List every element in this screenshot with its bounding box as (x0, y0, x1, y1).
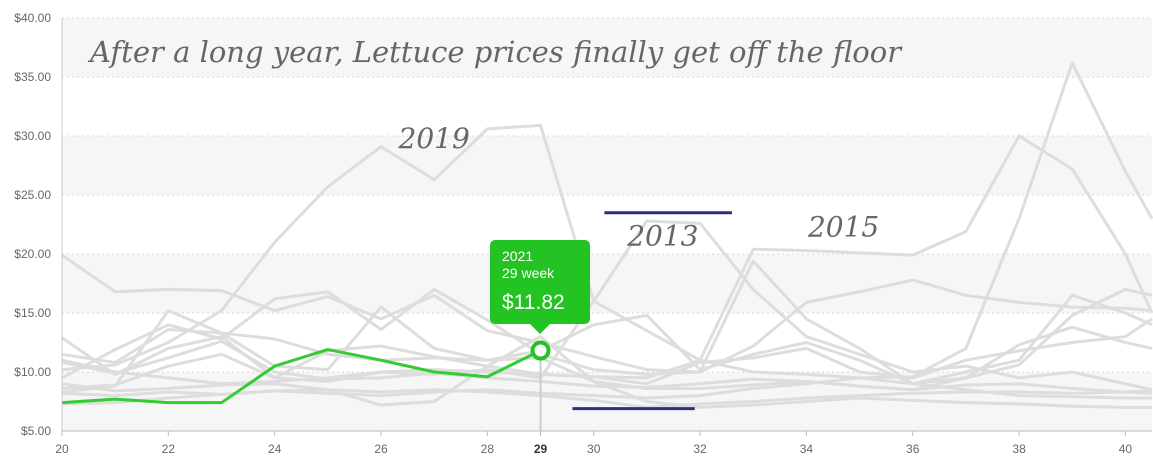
x-tick-label: 40 (1119, 442, 1133, 456)
band (62, 136, 1152, 195)
y-tick-label: $35.00 (14, 70, 51, 84)
highlight-point-marker (530, 340, 551, 361)
background-series-lines (61, 61, 1153, 409)
y-tick-label: $15.00 (14, 306, 51, 320)
y-tick-label: $5.00 (21, 424, 51, 438)
background-series-line (61, 287, 1153, 392)
tooltip-value: $11.82 (502, 291, 565, 314)
tooltip-week: 29 week (502, 265, 555, 281)
tooltip-year: 2021 (502, 248, 534, 264)
annotations: 2019 2013 2015 (398, 122, 880, 253)
background-series-line (61, 123, 1153, 386)
x-tick-label: 28 (481, 442, 495, 456)
chart-title: After a long year, Lettuce prices finall… (87, 35, 903, 69)
annotation-label: 2013 (626, 220, 698, 253)
background-series-line (61, 339, 1153, 395)
x-tick-label: 30 (587, 442, 601, 456)
reference-lines (572, 211, 732, 411)
x-tick-label: 26 (374, 442, 388, 456)
annotation-label: 2019 (398, 122, 470, 155)
background-series-line (61, 61, 1153, 400)
data-tooltip: 2021 29 week $11.82 (490, 240, 590, 334)
y-tick-label: $10.00 (14, 365, 51, 379)
background-series-line (61, 253, 1153, 374)
highlight-series-line (61, 348, 542, 405)
y-tick-label: $20.00 (14, 247, 51, 261)
y-tick-label: $40.00 (14, 11, 51, 25)
x-tick-label: 29 (534, 442, 548, 456)
x-tick-label: 22 (162, 442, 176, 456)
x-tick-label: 36 (906, 442, 920, 456)
x-tick-label: 38 (1012, 442, 1026, 456)
alternating-bands (62, 18, 1152, 431)
y-tick-label: $25.00 (14, 188, 51, 202)
background-series-line (61, 388, 1153, 409)
x-axis: 20 22 24 26 28 29 30 32 34 36 38 40 (55, 430, 1152, 456)
x-tick-label: 20 (55, 442, 69, 456)
band (62, 18, 1152, 77)
x-tick-label: 34 (800, 442, 814, 456)
gridlines (62, 17, 1152, 373)
x-tick-label: 32 (693, 442, 707, 456)
y-axis: $5.00 $10.00 $15.00 $20.00 $25.00 $30.00 $35.0… (14, 11, 63, 438)
y-tick-label: $30.00 (14, 129, 51, 143)
annotation-label: 2015 (807, 210, 879, 243)
background-series-line (61, 305, 1153, 394)
highlight-series-2021[interactable] (61, 340, 551, 405)
background-series-line (61, 317, 1153, 391)
x-tick-label: 24 (268, 442, 282, 456)
